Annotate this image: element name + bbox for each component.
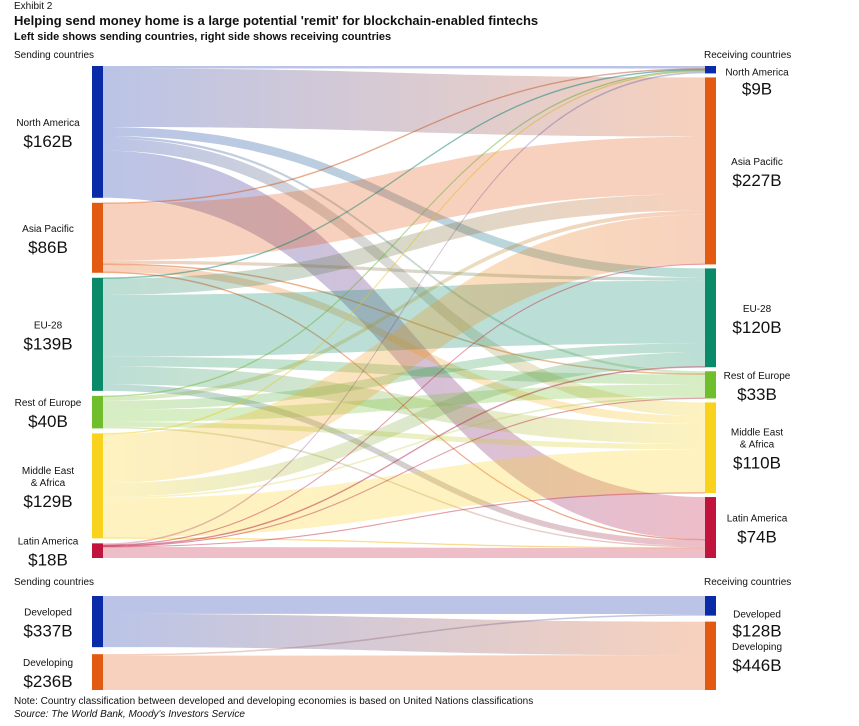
chart-source: Source: The World Bank, Moody's Investor… [14,709,245,720]
target-node-asia-pacific [705,77,716,265]
exhibit-label: Exhibit 2 [14,1,53,12]
target-value-north-america: $9B [742,79,772,98]
source-value-middle-east-africa: $129B [23,492,72,511]
flow-dvg-to-dvg [103,655,705,690]
target-node-north-america [705,66,716,74]
chart-title: Helping send money home is a large poten… [14,13,539,28]
left-heading: Sending countries [14,577,94,588]
right-heading: Receiving countries [704,577,791,588]
source-node-rest-of-europe [92,395,103,429]
source-value-latin-america: $18B [28,551,68,570]
source-node-eu-28 [92,277,103,391]
source-node-north-america [92,66,103,198]
left-heading: Sending countries [14,50,94,61]
flow-re-to-ap [103,210,705,401]
source-node-developed [92,596,103,648]
flow-na-to-na [103,66,705,69]
target-label-developing: Developing [732,642,782,653]
sankey-2: Sending countries Receiving countries Deve… [14,577,791,691]
target-value-latin-america: $74B [737,528,777,547]
flow-mea-to-re [103,396,705,499]
target-label-developed: Developed [733,610,781,621]
target-node-developed [705,596,716,616]
source-label-rest-of-europe: Rest of Europe [15,398,82,409]
target-node-middle-east-africa [705,402,716,494]
target-label-middle-east-africa: Middle East & Africa [731,428,783,451]
source-value-asia-pacific: $86B [28,238,68,257]
target-label-latin-america: Latin America [727,514,788,525]
chart-subtitle: Left side shows sending countries, right… [14,31,392,43]
flow-eu-to-la [103,384,705,546]
source-label-developing: Developing [23,658,73,669]
target-node-developing [705,621,716,690]
target-label-rest-of-europe: Rest of Europe [724,371,791,382]
target-value-asia-pacific: $227B [732,171,781,190]
source-value-developed: $337B [23,622,72,641]
flow-na-to-ap [103,68,705,137]
flow-dvg-to-dev [103,614,705,656]
flow-la-to-eu [102,366,706,547]
source-label-north-america: North America [16,118,80,129]
source-label-latin-america: Latin America [18,537,79,548]
sankey-1: Sending countries Receiving countries Nort… [14,50,791,570]
target-value-rest-of-europe: $33B [737,385,777,404]
flow-eu-to-eu [103,280,705,357]
flow-ap-to-ap [103,136,705,261]
source-node-developing [92,654,103,690]
source-value-rest-of-europe: $40B [28,412,68,431]
source-node-asia-pacific [92,202,103,273]
target-label-asia-pacific: Asia Pacific [731,157,783,168]
flow-na-to-re [103,135,705,374]
right-heading: Receiving countries [704,50,791,61]
source-label-developed: Developed [24,608,72,619]
source-node-middle-east-africa [92,433,103,539]
source-label-eu-28: EU-28 [34,320,63,331]
flows-2 [103,596,705,690]
target-value-developing: $446B [732,656,781,675]
target-label-north-america: North America [725,67,789,78]
flow-re-to-eu [103,343,705,410]
flow-la-to-mea [102,492,706,548]
target-value-middle-east-africa: $110B [733,454,781,473]
flow-dev-to-dev [103,596,705,615]
source-value-north-america: $162B [23,132,72,151]
flow-eu-to-ap [103,194,705,295]
source-label-asia-pacific: Asia Pacific [22,224,74,235]
source-node-latin-america [92,543,103,558]
target-value-eu-28: $120B [732,318,781,337]
flow-la-to-re [102,397,706,548]
source-value-developing: $236B [23,672,72,691]
flow-la-to-na [103,71,705,545]
flows-1 [102,66,706,558]
target-node-latin-america [705,497,716,558]
target-node-rest-of-europe [705,371,716,399]
flow-mea-to-ap [103,214,705,484]
source-value-eu-28: $139B [23,334,72,353]
flow-mea-to-eu [103,352,705,497]
flow-na-to-mea [103,138,705,416]
target-value-developed: $128B [732,622,781,641]
target-node-eu-28 [705,268,716,368]
target-label-eu-28: EU-28 [743,304,772,315]
flow-la-to-la [103,547,705,558]
source-label-middle-east-africa: Middle East & Africa [22,466,74,489]
chart-note: Note: Country classification between dev… [14,696,534,707]
